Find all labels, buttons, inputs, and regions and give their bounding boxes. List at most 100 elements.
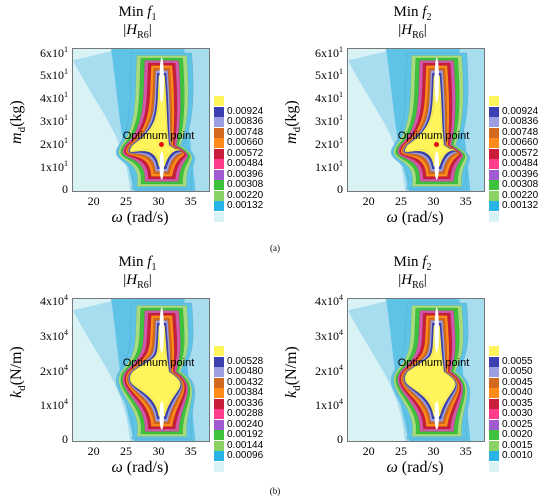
chart-subtitle: |HR6| bbox=[123, 22, 152, 41]
color-legend: 0.00924 0.00836 0.00748 0.00660 0.00572 0.004… bbox=[214, 96, 284, 222]
legend-value: 0.00192 bbox=[227, 429, 264, 440]
y-tick-label: 0 bbox=[337, 182, 343, 196]
contour-peak bbox=[159, 57, 164, 103]
y-tick-label: 0 bbox=[62, 432, 68, 446]
legend-value: 0.0055 bbox=[502, 355, 533, 367]
y-tick-label: 5x101 bbox=[315, 67, 343, 83]
y-axis-label: md(kg) bbox=[7, 100, 29, 144]
legend-value: 0.00572 bbox=[502, 147, 539, 159]
y-tick-label: 3x101 bbox=[40, 113, 68, 129]
legend-row: 0.00572 bbox=[214, 147, 284, 160]
chart-panel: Min f1 |HR6| Optimum point 0 1x104 2x104 3x104… bbox=[0, 254, 275, 494]
legend-swatch bbox=[214, 398, 224, 409]
legend-row: 0.00660 bbox=[214, 137, 284, 149]
legend-value: 0.00660 bbox=[502, 137, 539, 148]
legend-swatch bbox=[214, 356, 224, 367]
legend-swatch bbox=[214, 367, 224, 377]
legend-swatch bbox=[214, 419, 224, 430]
legend-swatch bbox=[489, 159, 499, 169]
chart-subtitle: |HR6| bbox=[398, 22, 427, 41]
legend-value: 0.00480 bbox=[227, 366, 264, 377]
legend-value: 0.00432 bbox=[227, 376, 264, 388]
contour-svg bbox=[348, 299, 484, 441]
legend-row: 0.00480 bbox=[214, 366, 284, 378]
legend-value: 0.00220 bbox=[227, 189, 264, 201]
legend-row: 0.0040 bbox=[489, 387, 550, 399]
legend-swatch bbox=[489, 451, 499, 461]
contour-plot bbox=[72, 298, 210, 442]
x-axis-label: ω (rad/s) bbox=[386, 459, 444, 476]
legend-swatch bbox=[489, 148, 499, 159]
legend-row: 0.00220 bbox=[489, 190, 550, 202]
optimum-point-marker bbox=[433, 142, 439, 148]
legend-row bbox=[214, 346, 284, 357]
legend-row: 0.00308 bbox=[214, 179, 284, 191]
legend-row bbox=[214, 96, 284, 107]
legend-row bbox=[489, 461, 550, 473]
legend-row: 0.00240 bbox=[214, 419, 284, 431]
y-tick-label: 4x101 bbox=[315, 90, 343, 106]
legend-value: 0.00132 bbox=[227, 200, 264, 211]
optimum-point-marker bbox=[158, 142, 164, 148]
contour-peak bbox=[159, 401, 164, 430]
legend-row: 0.00748 bbox=[214, 126, 284, 139]
caption-a: (a) bbox=[270, 243, 280, 253]
legend-value: 0.00660 bbox=[227, 137, 264, 148]
legend-value: 0.00484 bbox=[227, 158, 264, 169]
legend-value: 0.00924 bbox=[502, 105, 539, 117]
legend-swatch bbox=[489, 106, 499, 117]
legend-swatch bbox=[214, 451, 224, 461]
contour-peak bbox=[434, 57, 439, 103]
contour-plot bbox=[72, 48, 210, 192]
legend-swatch bbox=[214, 346, 224, 356]
legend-value: 0.00384 bbox=[227, 387, 264, 398]
legend-swatch bbox=[214, 430, 224, 440]
x-tick-label: 25 bbox=[120, 194, 133, 208]
legend-value: 0.0050 bbox=[502, 366, 533, 377]
optimum-point-label: Optimum point bbox=[122, 356, 195, 369]
chart-subtitle: |HR6| bbox=[123, 272, 152, 291]
x-tick-label: 25 bbox=[395, 194, 408, 208]
legend-row bbox=[214, 211, 284, 223]
legend-row bbox=[489, 211, 550, 223]
y-tick-label: 0 bbox=[337, 432, 343, 446]
y-tick-label: 3x101 bbox=[315, 113, 343, 129]
legend-swatch bbox=[214, 117, 224, 127]
legend-value: 0.00572 bbox=[227, 147, 264, 159]
chart-title: Min f1 bbox=[118, 4, 157, 23]
legend-swatch bbox=[489, 388, 499, 398]
x-tick-label: 25 bbox=[395, 444, 408, 458]
legend-row: 0.0025 bbox=[489, 419, 550, 431]
y-axis-label: kd(N/m) bbox=[282, 346, 304, 398]
contour-svg bbox=[348, 49, 484, 191]
x-tick-label: 20 bbox=[362, 194, 375, 208]
legend-row: 0.00220 bbox=[214, 189, 284, 202]
x-tick-label: 30 bbox=[152, 444, 165, 458]
color-legend: 0.00528 0.00480 0.00432 0.00384 0.00336 0.002… bbox=[214, 346, 284, 472]
legend-value: 0.00748 bbox=[227, 126, 264, 138]
legend-swatch bbox=[214, 106, 224, 117]
contour-peak bbox=[159, 151, 164, 180]
legend-value: 0.00836 bbox=[227, 116, 264, 127]
legend-value: 0.00748 bbox=[502, 126, 539, 138]
legend-row: 0.00660 bbox=[489, 137, 550, 149]
legend-swatch bbox=[489, 201, 499, 211]
legend-row: 0.00528 bbox=[214, 356, 284, 368]
legend-value: 0.00396 bbox=[502, 168, 539, 180]
legend-value: 0.00484 bbox=[502, 158, 539, 169]
contour-peak bbox=[434, 307, 439, 353]
contour-peak bbox=[434, 401, 439, 430]
legend-value: 0.00096 bbox=[227, 450, 264, 461]
contour-peak bbox=[434, 151, 439, 180]
legend-swatch bbox=[489, 346, 499, 356]
x-tick-label: 30 bbox=[427, 444, 440, 458]
x-tick-label: 30 bbox=[152, 194, 165, 208]
legend-row: 0.00132 bbox=[489, 200, 550, 212]
legend-swatch bbox=[489, 409, 499, 419]
y-tick-label: 6x101 bbox=[315, 44, 343, 60]
legend-swatch bbox=[489, 117, 499, 127]
x-tick-label: 20 bbox=[87, 194, 100, 208]
legend-row: 0.00096 bbox=[214, 450, 284, 462]
legend-row: 0.00484 bbox=[489, 158, 550, 170]
legend-swatch bbox=[489, 190, 499, 201]
